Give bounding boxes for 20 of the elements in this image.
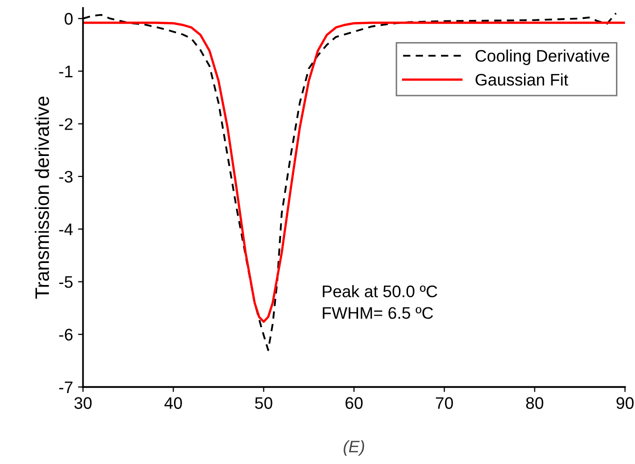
x-tick-label: 70 [436, 397, 453, 409]
annotation: Peak at 50.0 ºC FWHM= 6.5 ºC [322, 285, 438, 319]
x-tick-label: 60 [346, 397, 363, 409]
y-tick-label: 0 [64, 12, 73, 25]
x-tick-label: 30 [74, 397, 92, 409]
y-axis-title: Transmission derivative [34, 96, 50, 299]
x-tick-label: 50 [255, 397, 272, 409]
y-tick-label: -3 [59, 170, 73, 183]
y-tick-label: -1 [59, 66, 72, 78]
y-tick-label: -4 [59, 224, 73, 236]
legend-label: Cooling Derivative [476, 50, 610, 66]
y-tick-label: -2 [59, 118, 72, 130]
legend-label: Gaussian Fit [476, 73, 568, 86]
text: (E) [344, 440, 364, 456]
y-tick-label: -5 [59, 276, 73, 288]
x-tick-label: 40 [164, 397, 182, 409]
x-tick-label: 90 [616, 397, 634, 409]
y-tick-label: -6 [59, 328, 73, 341]
y-tick-label: -7 [59, 382, 72, 394]
x-tick-label: 80 [526, 397, 544, 409]
